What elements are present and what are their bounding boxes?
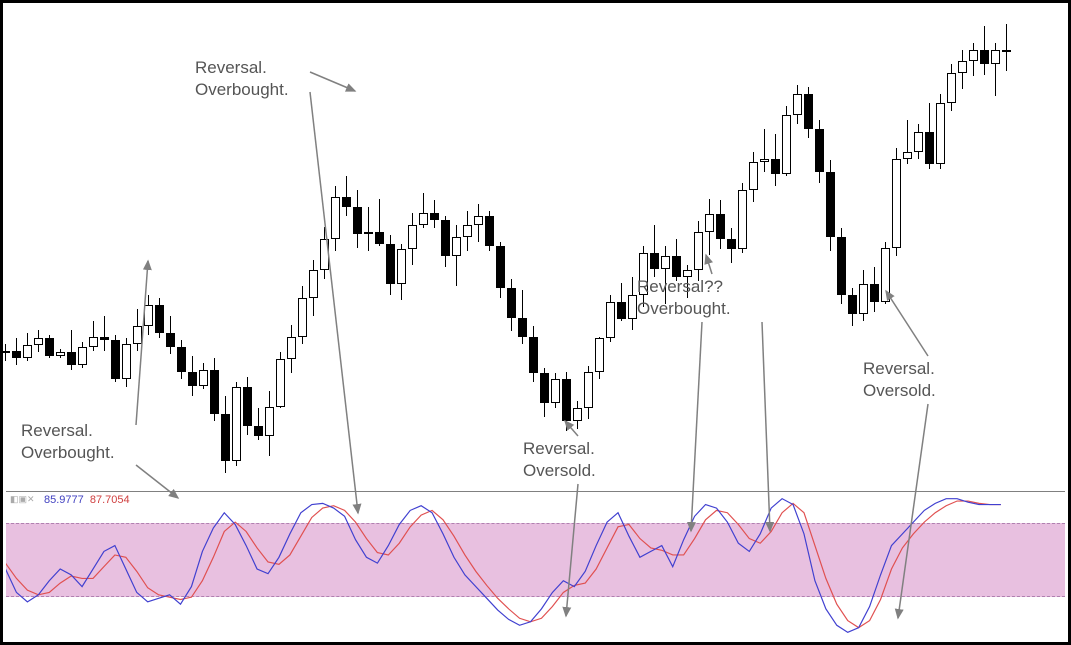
annotation-line1: Reversal. bbox=[523, 439, 595, 458]
annotation-line1: Reversal. bbox=[195, 58, 267, 77]
annotation-a3: Reversal. Oversold. bbox=[523, 438, 596, 482]
oscillator-panel[interactable]: ◧▣✕ 85.9777 87.7054 bbox=[6, 492, 1065, 639]
annotation-line2: Overbought. bbox=[195, 80, 289, 99]
annotation-line2: Overbought. bbox=[21, 443, 115, 462]
annotation-a4: Reversal?? Overbought. bbox=[637, 276, 731, 320]
annotation-line2: Overbought. bbox=[637, 299, 731, 318]
annotation-a1: Reversal. Overbought. bbox=[21, 420, 115, 464]
price-panel[interactable] bbox=[6, 6, 1065, 491]
oscillator-lines bbox=[6, 492, 1065, 639]
annotation-a2: Reversal. Overbought. bbox=[195, 57, 289, 101]
chart-frame: ◧▣✕ 85.9777 87.7054 Reversal. Overbought.… bbox=[0, 0, 1071, 645]
annotation-line2: Oversold. bbox=[863, 381, 936, 400]
annotation-a5: Reversal. Oversold. bbox=[863, 358, 936, 402]
annotation-line1: Reversal. bbox=[863, 359, 935, 378]
annotation-line1: Reversal. bbox=[21, 421, 93, 440]
annotation-line2: Oversold. bbox=[523, 461, 596, 480]
annotation-line1: Reversal?? bbox=[637, 277, 723, 296]
